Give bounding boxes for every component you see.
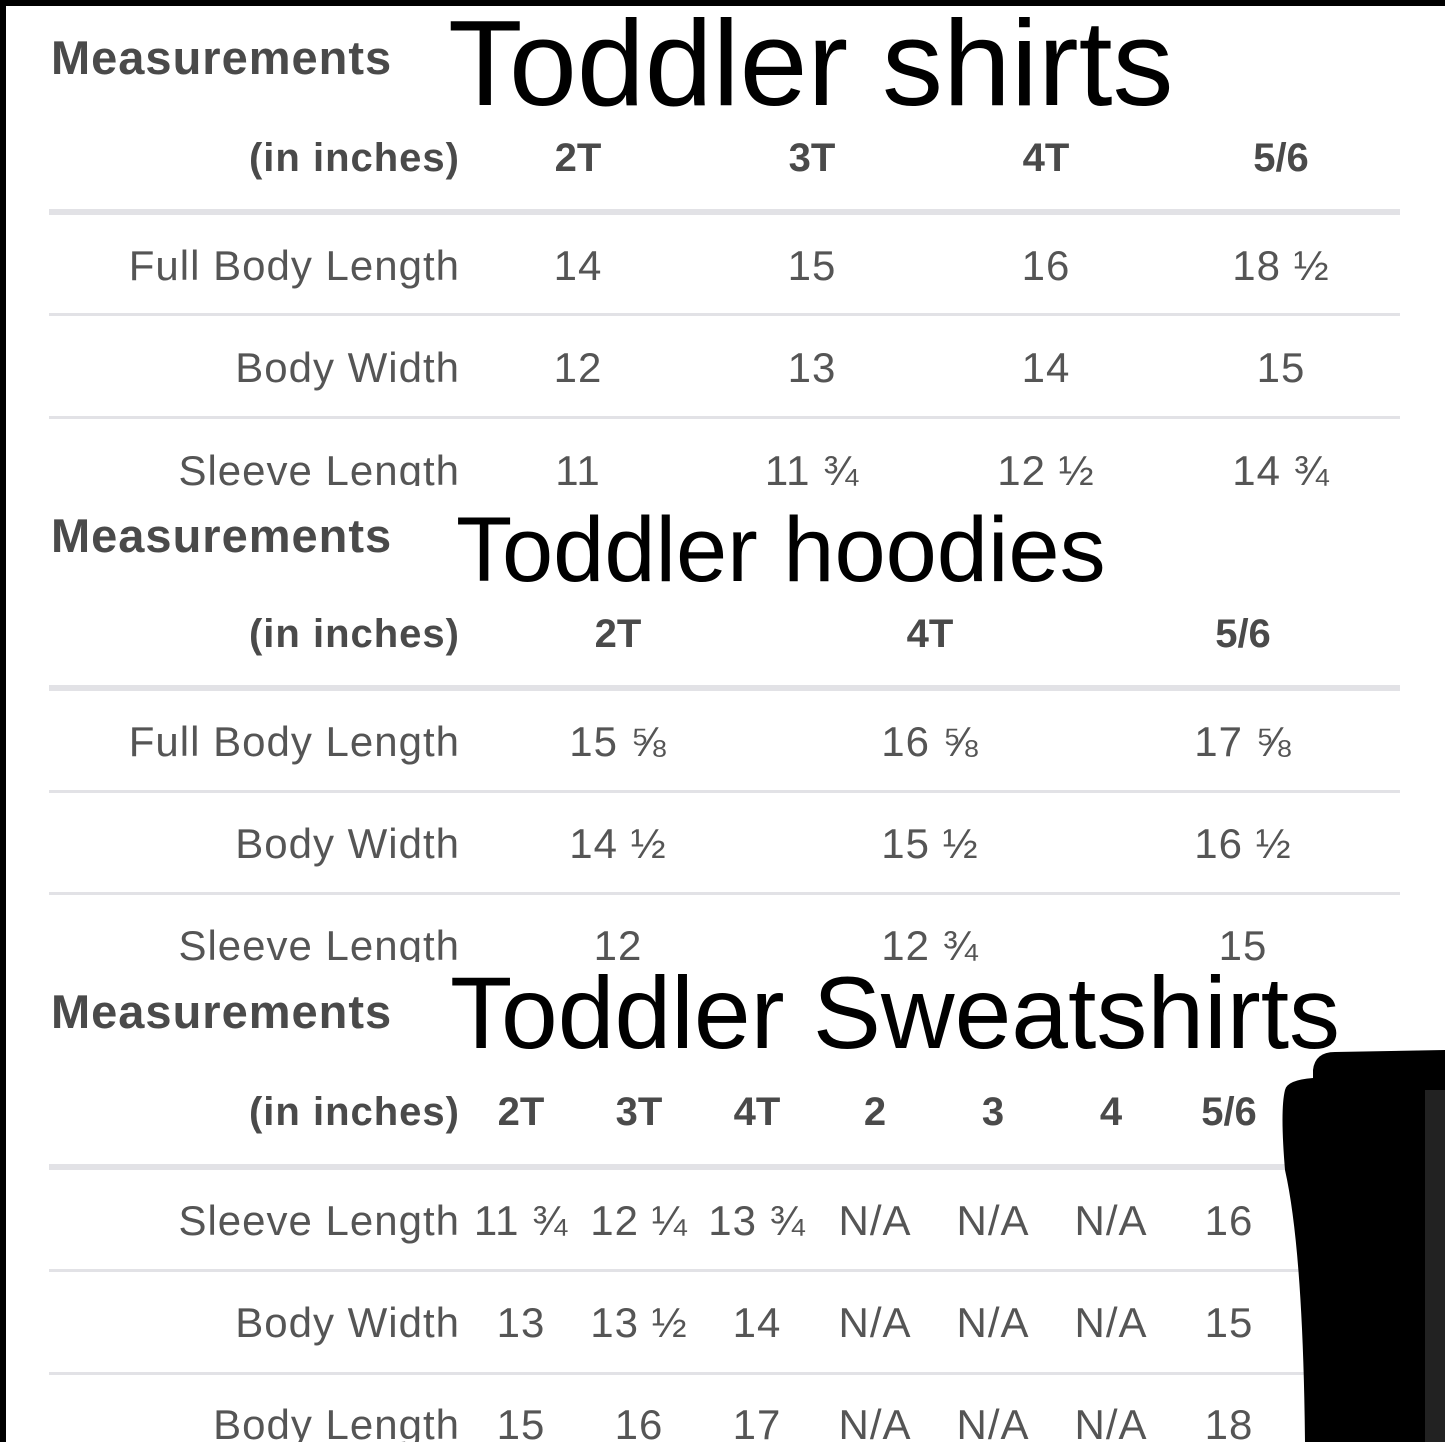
- table-cell: 16: [1021, 242, 1071, 289]
- table-cell: 17 ⅝: [1194, 718, 1292, 765]
- row-label: Body Length: [213, 1401, 460, 1442]
- table-cell: 15: [1256, 344, 1306, 391]
- row-label: Full Body Length: [128, 718, 460, 765]
- measurements-label: Measurements: [51, 509, 393, 562]
- table-cell: N/A: [956, 1401, 1030, 1442]
- row-divider: [49, 1372, 1400, 1375]
- size-header: 2: [863, 1090, 887, 1134]
- units-label: (in inches): [248, 1090, 460, 1134]
- section-title: Toddler Sweatshirts: [450, 962, 1341, 1070]
- table-cell: 14: [1021, 344, 1071, 391]
- table-cell: 11 ¾: [764, 447, 860, 486]
- units-label: (in inches): [248, 136, 460, 180]
- table-cell: 15: [1204, 1299, 1254, 1346]
- table-cell: 15: [496, 1401, 546, 1442]
- size-chart: Measurements Toddler shirts (in inches) 2T 3…: [6, 6, 1445, 1442]
- table-cell: 16: [1204, 1197, 1254, 1244]
- row-label: Body Width: [235, 344, 460, 391]
- table-cell: 13: [496, 1299, 546, 1346]
- row-label: Full Body Length: [128, 242, 460, 289]
- table-cell: 13 ¾: [708, 1197, 806, 1244]
- size-header: 3: [981, 1090, 1005, 1134]
- table-cell: 13: [787, 344, 837, 391]
- table-cell: 13 ½: [590, 1299, 688, 1346]
- row-divider: [49, 790, 1400, 793]
- row-divider: [49, 1269, 1400, 1272]
- table-cell: 15 ½: [881, 820, 979, 867]
- table-cell: N/A: [956, 1197, 1030, 1244]
- table-cell: N/A: [956, 1299, 1030, 1346]
- row-divider: [49, 416, 1400, 419]
- measurements-label: Measurements: [51, 31, 393, 84]
- table-cell: 12: [553, 344, 603, 391]
- row-divider: [49, 892, 1400, 895]
- table-cell: N/A: [838, 1197, 912, 1244]
- row-label: Sleeve Length: [178, 922, 460, 962]
- row-label: Sleeve Length: [178, 447, 460, 486]
- size-header: 4: [1099, 1090, 1123, 1134]
- row-label: Body Width: [235, 820, 460, 867]
- size-header: 2T: [554, 136, 602, 180]
- table-cell: 14: [732, 1299, 782, 1346]
- size-header: 3T: [615, 1090, 663, 1134]
- row-label: Sleeve Length: [178, 1197, 460, 1244]
- table-cell: 12: [593, 922, 643, 962]
- table-cell: 17: [732, 1401, 782, 1442]
- table-cell: 16 ½: [1194, 820, 1292, 867]
- table-cell: N/A: [1074, 1401, 1148, 1442]
- table-cell: 14: [553, 242, 603, 289]
- size-header: 5/6: [1215, 612, 1271, 656]
- table-cell: 18: [1204, 1401, 1254, 1442]
- table-cell: 16: [614, 1401, 664, 1442]
- size-header: 3T: [788, 136, 836, 180]
- table-cell: 15: [787, 242, 837, 289]
- table-cell: 11 ¾: [473, 1197, 569, 1244]
- table-cell: N/A: [838, 1401, 912, 1442]
- table-cell: N/A: [1074, 1299, 1148, 1346]
- section-title: Toddler hoodies: [456, 499, 1106, 601]
- table-cell: 15 ⅝: [569, 718, 667, 765]
- header-divider: [49, 685, 1400, 691]
- table-cell: 15: [1218, 922, 1268, 962]
- size-header: 5/6: [1253, 136, 1309, 180]
- table-cell: N/A: [838, 1299, 912, 1346]
- section-title: Toddler shirts: [448, 6, 1174, 131]
- size-header: 2T: [594, 612, 642, 656]
- table-cell: 11: [555, 447, 601, 486]
- table-cell: 12 ¼: [590, 1197, 688, 1244]
- obstruction-shadow: [1282, 1050, 1445, 1442]
- measurements-label: Measurements: [51, 985, 393, 1038]
- size-header: 4T: [733, 1090, 781, 1134]
- size-header: 4T: [906, 612, 954, 656]
- table-cell: 12 ½: [997, 447, 1095, 486]
- table-section: Measurements Toddler Sweatshirts (in inche…: [6, 962, 1445, 1442]
- table-cell: 16 ⅝: [881, 718, 979, 765]
- row-divider: [49, 313, 1400, 316]
- size-header: 4T: [1022, 136, 1070, 180]
- table-section: Measurements Toddler hoodies (in inches) 2T…: [6, 486, 1445, 962]
- table-cell: 18 ½: [1232, 242, 1330, 289]
- table-section: Measurements Toddler shirts (in inches) 2T 3…: [6, 6, 1445, 486]
- table-cell: 12 ¾: [881, 922, 979, 962]
- size-header: 5/6: [1201, 1090, 1257, 1134]
- table-cell: N/A: [1074, 1197, 1148, 1244]
- header-divider: [49, 1164, 1400, 1170]
- size-header: 2T: [497, 1090, 545, 1134]
- row-label: Body Width: [235, 1299, 460, 1346]
- units-label: (in inches): [248, 612, 460, 656]
- header-divider: [49, 209, 1400, 215]
- table-cell: 14 ¾: [1232, 447, 1330, 486]
- table-cell: 14 ½: [569, 820, 667, 867]
